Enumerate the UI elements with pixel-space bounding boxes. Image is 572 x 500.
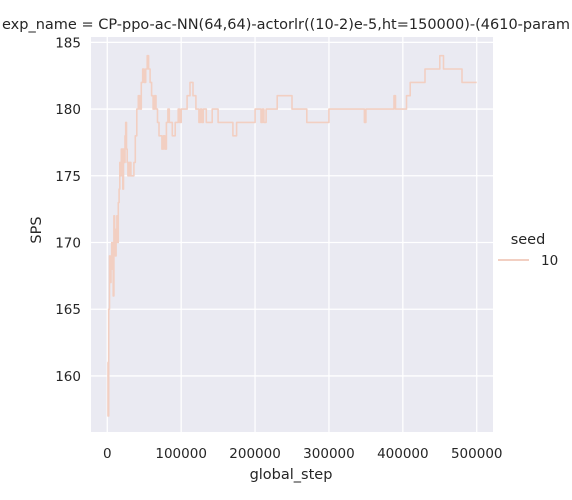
- x-tick-label: 200000: [229, 446, 281, 462]
- y-tick-label: 165: [55, 302, 81, 318]
- x-tick-label: 300000: [303, 446, 355, 462]
- y-tick-label: 175: [55, 169, 81, 185]
- x-tick-label: 400000: [377, 446, 429, 462]
- series-layer: [107, 54, 477, 417]
- y-tick-label: 180: [55, 102, 81, 118]
- x-tick-label: 0: [103, 446, 112, 462]
- y-tick-label: 170: [55, 236, 81, 252]
- x-axis-ticks: 0 100000 200000 300000 400000 500000: [103, 446, 503, 462]
- legend-label-10: 10: [541, 253, 558, 269]
- x-axis-label: global_step: [250, 467, 333, 483]
- y-tick-label: 160: [55, 369, 81, 385]
- legend: seed 10: [498, 232, 558, 269]
- y-axis-ticks: 160 165 170 175 180 185: [55, 35, 81, 385]
- chart-title: exp_name = CP-ppo-ac-NN(64,64)-actorlr((…: [2, 17, 570, 33]
- legend-title: seed: [511, 232, 546, 248]
- series-line-10: [107, 54, 477, 417]
- x-tick-label: 100000: [155, 446, 207, 462]
- x-tick-label: 500000: [451, 446, 503, 462]
- y-axis-label: SPS: [29, 216, 45, 243]
- y-tick-label: 185: [55, 35, 81, 51]
